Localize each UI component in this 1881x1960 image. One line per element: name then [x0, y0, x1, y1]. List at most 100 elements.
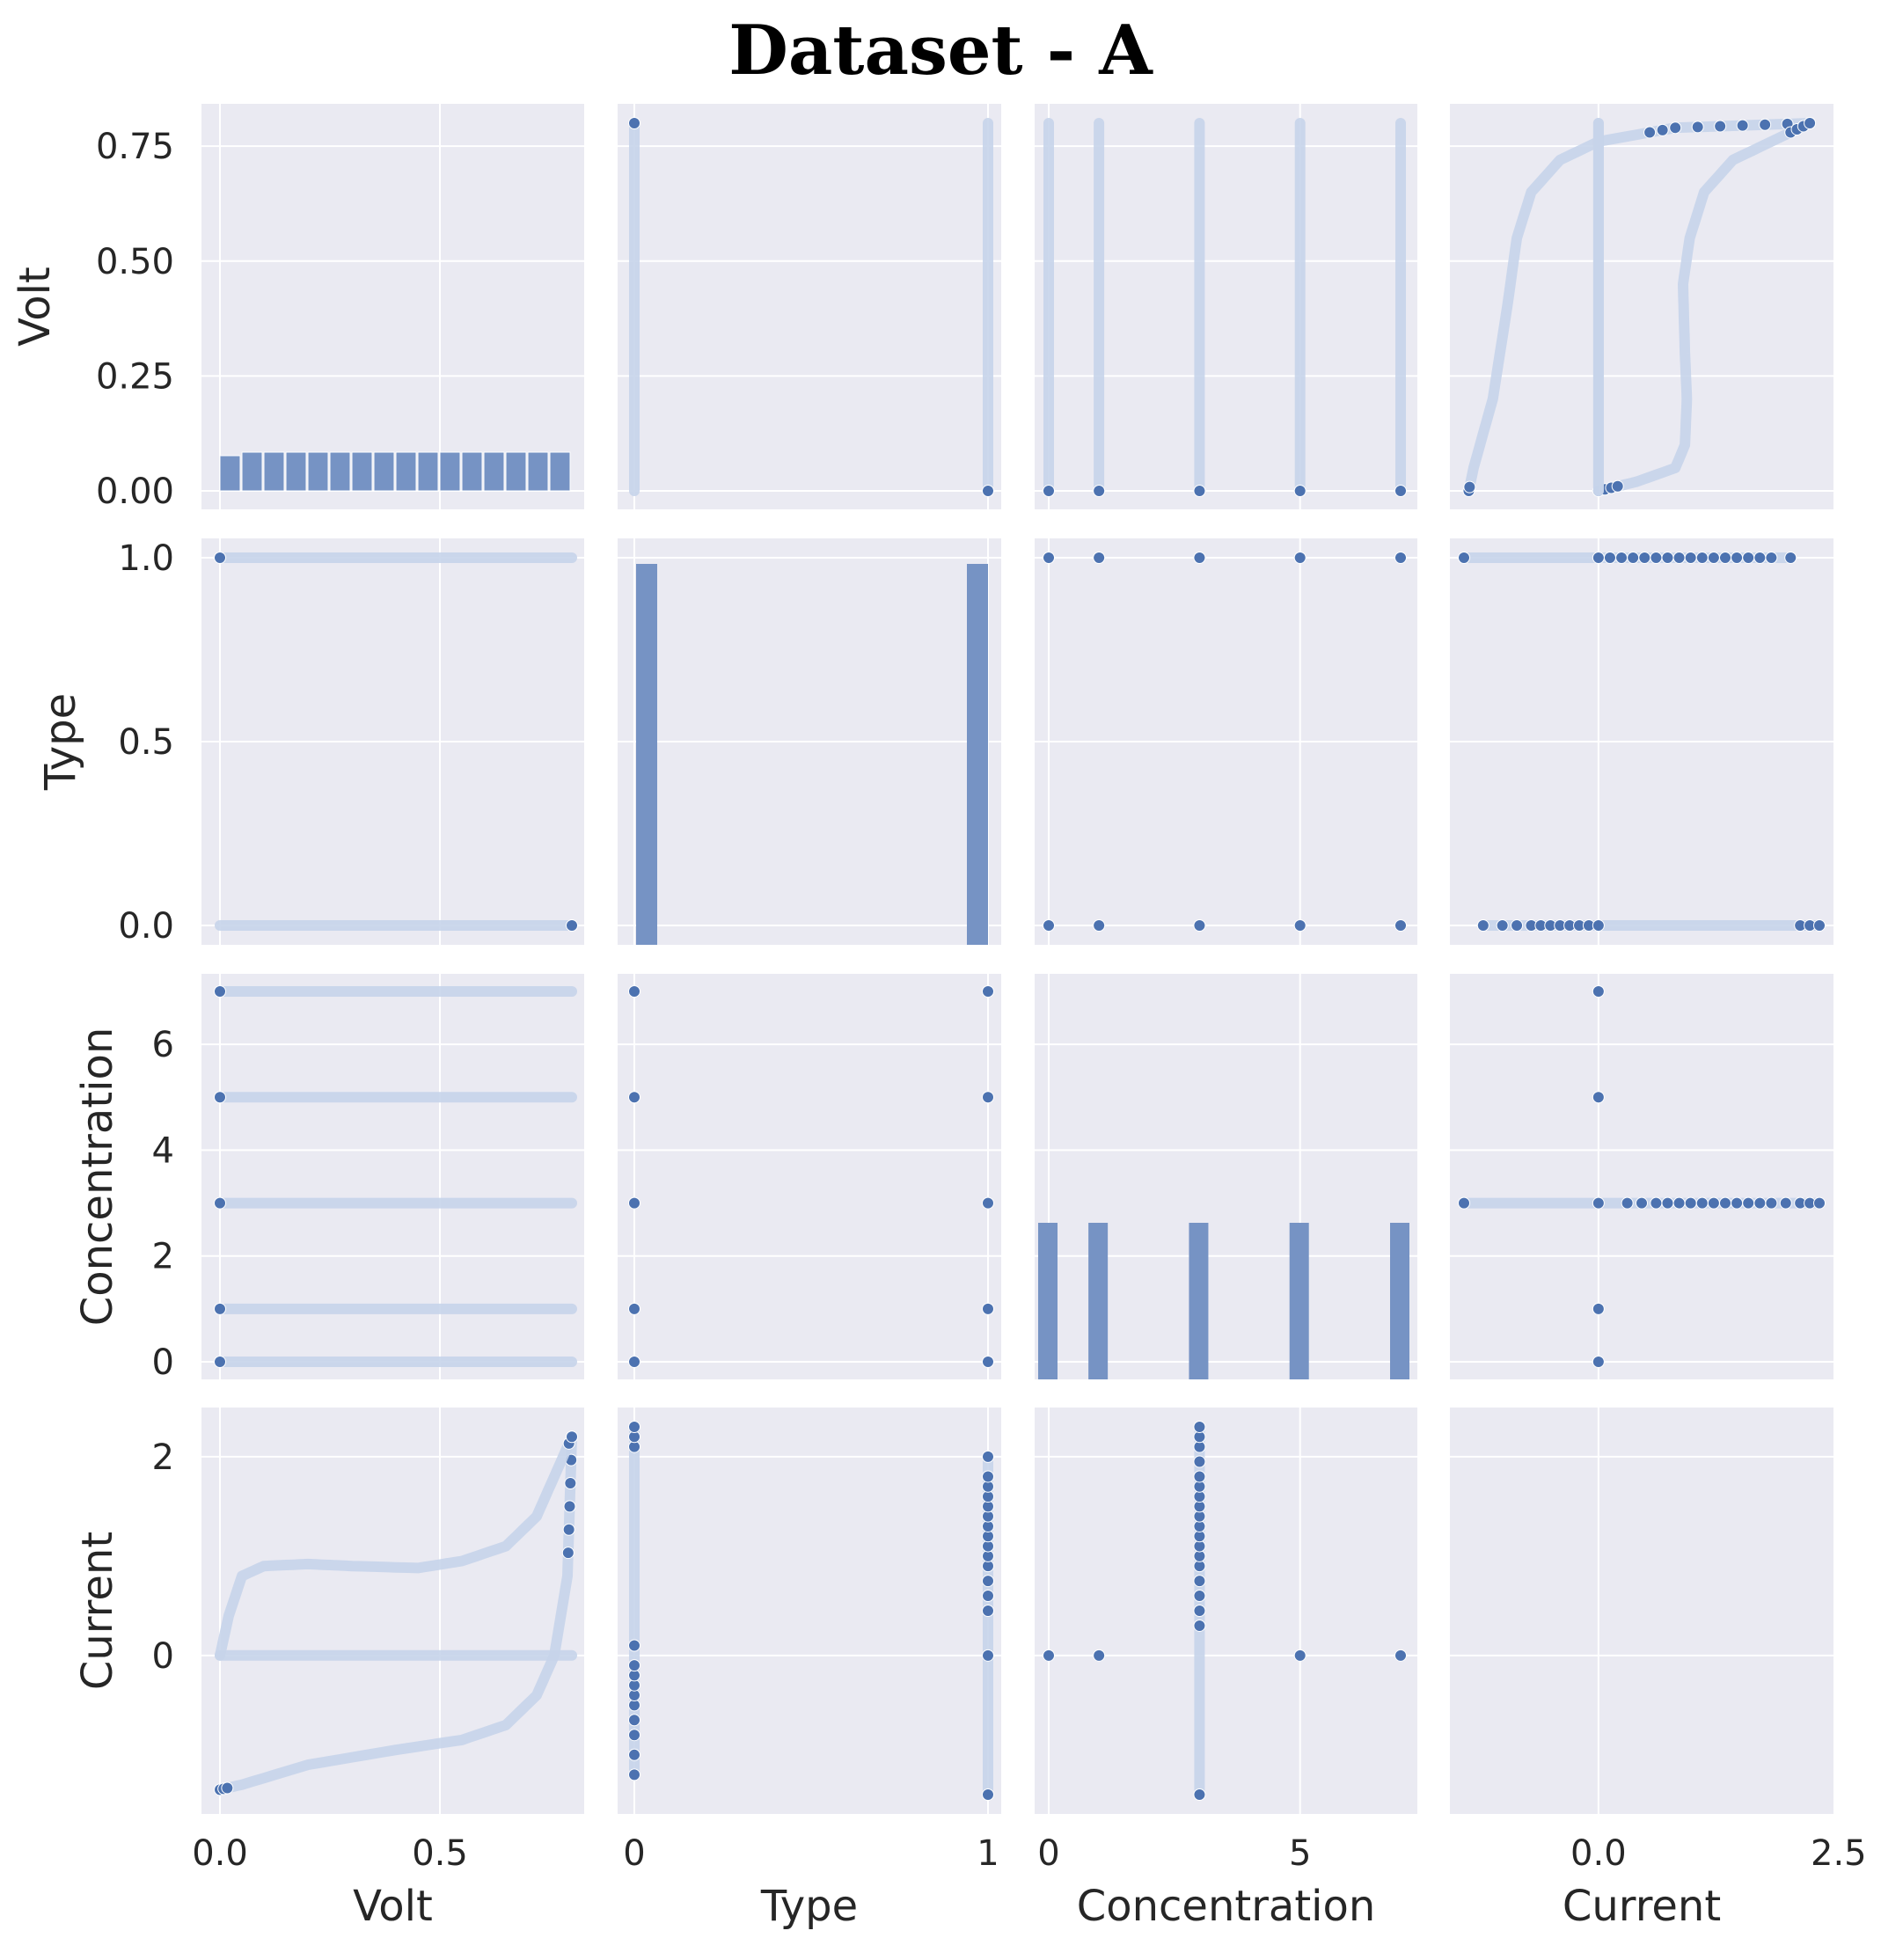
data-point: [982, 1302, 994, 1315]
x-tick-label: 0.0: [1570, 1833, 1627, 1874]
panel-concentration-vs-concentration: [1035, 974, 1417, 1379]
data-point: [1636, 1196, 1648, 1210]
data-point: [1759, 118, 1772, 131]
y-tick-label: 0.50: [96, 242, 174, 282]
histogram-bar: [439, 451, 461, 492]
data-point: [1672, 1196, 1686, 1210]
data-point: [628, 1729, 640, 1742]
panel-volt-vs-type: [618, 104, 1001, 509]
y-axis-label-type: Type: [36, 693, 85, 791]
panel-concentration-vs-volt: [201, 974, 584, 1379]
data-point: [1638, 552, 1651, 564]
data-point: [1731, 552, 1744, 564]
panel-background: [1035, 104, 1417, 509]
histogram-bar: [241, 451, 263, 492]
data-point: [1592, 1302, 1605, 1315]
x-tick-label: 0.0: [192, 1833, 248, 1874]
histogram-bar: [967, 564, 988, 945]
data-point: [1043, 552, 1055, 564]
data-point: [982, 1470, 994, 1483]
x-tick-label: 2.5: [1811, 1833, 1867, 1874]
data-point: [1193, 485, 1206, 497]
data-point: [982, 985, 994, 998]
data-point: [628, 1356, 640, 1368]
trace-line: [1463, 118, 1816, 496]
data-point: [1476, 919, 1489, 932]
data-point: [563, 1500, 576, 1513]
data-point: [982, 1605, 994, 1617]
data-point: [1193, 1575, 1206, 1588]
data-point: [1193, 1421, 1206, 1433]
data-point: [1511, 919, 1524, 932]
x-axis-label-volt: Volt: [353, 1882, 433, 1931]
x-tick-label: 1: [977, 1833, 999, 1874]
data-point: [1765, 1196, 1778, 1210]
data-point: [1684, 1196, 1697, 1210]
data-point: [214, 1091, 226, 1104]
data-point: [1394, 552, 1407, 564]
data-point: [1093, 919, 1106, 932]
panel-current-vs-volt: [201, 1408, 584, 1814]
data-point: [982, 1091, 994, 1104]
panel-current-vs-concentration: [1035, 1408, 1417, 1814]
data-point: [1621, 1196, 1634, 1210]
data-point: [1458, 552, 1470, 564]
histogram-bar: [1038, 1223, 1058, 1379]
histogram-bar: [417, 451, 439, 492]
data-point: [628, 1659, 640, 1672]
data-point: [1661, 552, 1674, 564]
chart-title: Dataset - A: [728, 11, 1153, 91]
panel-background: [1450, 974, 1833, 1379]
data-point: [1592, 919, 1605, 932]
x-tick-label: 0: [1037, 1833, 1059, 1874]
histogram-bar: [373, 451, 395, 492]
data-point: [1193, 1455, 1206, 1468]
data-point: [1742, 1196, 1755, 1210]
data-point: [1627, 552, 1640, 564]
data-point: [1193, 1619, 1206, 1632]
panel-type-vs-current: [1450, 538, 1833, 945]
panel-type-vs-type: [618, 538, 1001, 945]
data-point: [1611, 479, 1624, 493]
data-point: [1093, 552, 1106, 564]
panel-background: [618, 104, 1001, 509]
y-tick-label: 0: [152, 1636, 174, 1677]
data-point: [1684, 552, 1697, 564]
data-point: [1643, 126, 1657, 139]
data-point: [1615, 552, 1628, 564]
data-point: [1753, 1196, 1767, 1210]
histogram-bar: [1289, 1223, 1309, 1379]
data-point: [1714, 120, 1727, 133]
data-point: [982, 1575, 994, 1588]
data-point: [1603, 552, 1616, 564]
data-point: [566, 1430, 578, 1444]
data-point: [982, 1590, 994, 1603]
histogram-bar: [395, 451, 417, 492]
data-point: [1669, 121, 1682, 135]
data-point: [1293, 1649, 1306, 1662]
x-tick-label: 0: [623, 1833, 645, 1874]
y-tick-label: 0.25: [96, 356, 174, 397]
histogram-bar: [307, 451, 329, 492]
data-point: [1691, 121, 1704, 134]
histogram-bar: [1189, 1223, 1209, 1379]
data-point: [214, 552, 226, 564]
panel-concentration-vs-current: [1450, 974, 1833, 1379]
y-tick-label: 2: [152, 1437, 174, 1478]
data-point: [1193, 552, 1206, 564]
data-point: [628, 1196, 640, 1210]
data-point: [1592, 1196, 1605, 1210]
panel-current-vs-type: [618, 1408, 1001, 1814]
data-point: [1765, 552, 1778, 564]
data-point: [628, 1091, 640, 1104]
x-tick-label: 5: [1289, 1833, 1311, 1874]
data-point: [628, 1639, 640, 1652]
data-point: [1718, 1196, 1731, 1210]
data-point: [561, 1547, 575, 1560]
data-point: [1193, 1788, 1206, 1801]
data-point: [628, 1302, 640, 1315]
histogram-bar: [285, 451, 307, 492]
x-axis-label-concentration: Concentration: [1077, 1882, 1376, 1931]
panel-volt-vs-concentration: [1035, 104, 1417, 509]
